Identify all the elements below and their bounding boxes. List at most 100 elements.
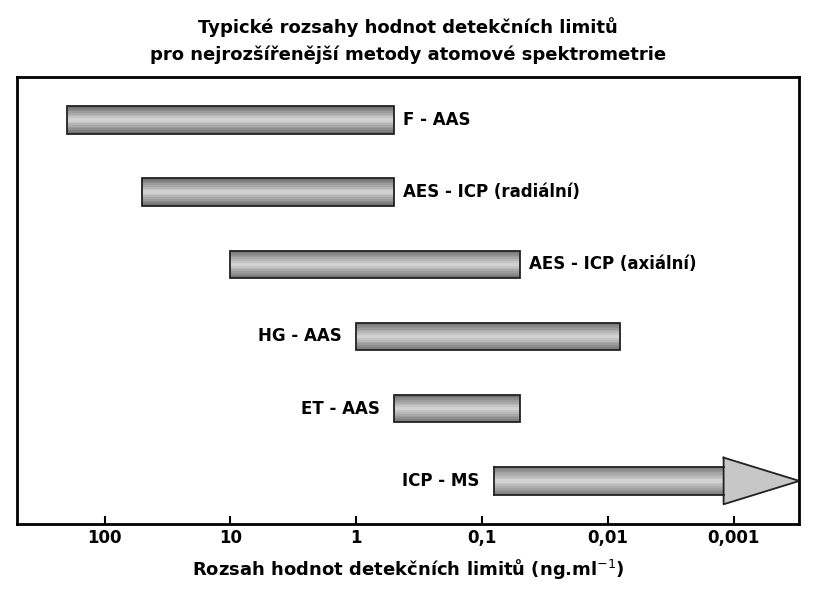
Bar	[356, 340, 620, 341]
Bar	[143, 190, 394, 192]
Bar	[67, 125, 394, 127]
Bar	[230, 258, 520, 259]
Bar	[394, 419, 520, 420]
Bar	[67, 128, 394, 130]
Bar	[143, 199, 394, 201]
Text: HG - AAS: HG - AAS	[258, 328, 342, 346]
Bar	[394, 412, 520, 414]
Bar	[67, 118, 394, 120]
Bar	[494, 479, 724, 481]
Bar	[356, 341, 620, 343]
Bar	[67, 111, 394, 113]
Bar	[230, 264, 520, 266]
Bar	[394, 398, 520, 400]
Bar	[356, 328, 620, 329]
Bar	[143, 204, 394, 206]
Bar	[230, 252, 520, 254]
Bar	[143, 185, 394, 187]
Bar	[67, 122, 394, 123]
Bar	[494, 473, 724, 474]
Bar	[394, 406, 520, 407]
Bar	[143, 180, 394, 181]
Bar	[494, 474, 724, 476]
Bar	[67, 116, 394, 118]
Bar	[356, 331, 620, 333]
Bar	[394, 404, 520, 406]
Bar	[356, 347, 620, 349]
Bar	[67, 106, 394, 108]
Bar	[494, 491, 724, 493]
Bar	[356, 329, 620, 331]
Bar	[356, 337, 620, 338]
Bar	[394, 410, 520, 412]
Bar	[67, 114, 394, 116]
Text: ICP - MS: ICP - MS	[402, 472, 480, 490]
Bar	[494, 488, 724, 489]
Bar	[494, 467, 724, 469]
Bar	[494, 489, 724, 491]
Bar	[230, 250, 520, 278]
Bar	[356, 345, 620, 347]
Bar	[494, 476, 724, 477]
Bar	[143, 192, 394, 194]
Bar	[394, 416, 520, 418]
Text: AES - ICP (radiální): AES - ICP (radiální)	[403, 183, 580, 201]
Bar	[494, 485, 724, 486]
Bar	[494, 471, 724, 473]
Bar	[230, 259, 520, 261]
Bar	[67, 106, 394, 134]
Bar	[143, 201, 394, 202]
Bar	[143, 197, 394, 199]
Bar	[394, 395, 520, 422]
Bar	[494, 481, 724, 483]
Bar	[394, 402, 520, 404]
Title: Typické rozsahy hodnot detekčních limitů
pro nejrozšířenější metody atomové spek: Typické rozsahy hodnot detekčních limitů…	[150, 17, 666, 64]
Bar	[494, 486, 724, 488]
Bar	[494, 483, 724, 485]
Text: AES - ICP (axiální): AES - ICP (axiální)	[529, 255, 696, 273]
X-axis label: Rozsah hodnot detekčních limitů (ng.ml$^{-1}$): Rozsah hodnot detekčních limitů (ng.ml$^…	[192, 558, 624, 582]
Bar	[67, 113, 394, 114]
Bar	[230, 268, 520, 270]
Bar	[143, 179, 394, 206]
Bar	[230, 273, 520, 274]
Bar	[394, 400, 520, 402]
Bar	[394, 409, 520, 410]
Bar	[143, 195, 394, 197]
Bar	[143, 183, 394, 185]
Bar	[67, 120, 394, 122]
Bar	[230, 266, 520, 268]
Bar	[356, 323, 620, 350]
Bar	[356, 338, 620, 340]
Polygon shape	[724, 458, 800, 504]
Bar	[143, 194, 394, 195]
Bar	[356, 326, 620, 328]
Bar	[356, 335, 620, 337]
Bar	[494, 477, 724, 479]
Bar	[356, 325, 620, 326]
Bar	[230, 256, 520, 258]
Bar	[394, 395, 520, 397]
Bar	[394, 420, 520, 422]
Bar	[394, 418, 520, 419]
Bar	[67, 132, 394, 134]
Bar	[356, 333, 620, 335]
Bar	[67, 110, 394, 111]
Bar	[394, 407, 520, 409]
Bar	[230, 271, 520, 273]
Bar	[67, 130, 394, 132]
Bar	[230, 254, 520, 256]
Bar	[67, 123, 394, 125]
Bar	[67, 108, 394, 110]
Bar	[230, 274, 520, 276]
Bar	[494, 469, 724, 471]
Text: ET - AAS: ET - AAS	[301, 400, 379, 418]
Bar	[143, 181, 394, 183]
Bar	[230, 270, 520, 271]
Bar	[143, 202, 394, 204]
Bar	[230, 276, 520, 278]
Bar	[356, 349, 620, 350]
Bar	[356, 323, 620, 325]
Bar	[494, 493, 724, 495]
Bar	[143, 187, 394, 189]
